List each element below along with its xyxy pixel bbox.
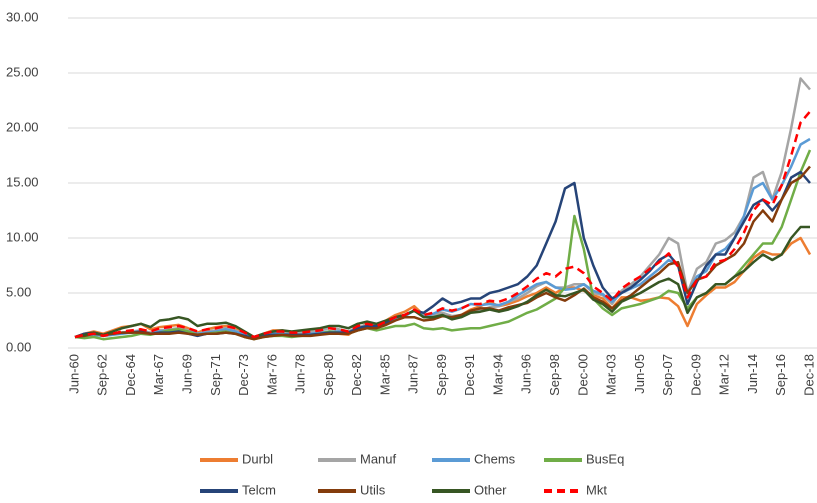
x-tick-label: Dec-82 (349, 354, 364, 396)
legend-label: Durbl (242, 451, 273, 466)
legend-label: Mkt (586, 482, 607, 497)
x-tick-label: Mar-94 (490, 354, 505, 395)
x-tick-label: Dec-64 (123, 354, 138, 396)
x-tick-label: Jun-14 (745, 354, 760, 394)
x-tick-label: Sep-80 (321, 354, 336, 396)
series-line (74, 110, 811, 339)
legend-label: Telcm (242, 482, 276, 497)
x-tick-label: Dec-91 (462, 354, 477, 396)
x-tick-label: Mar-85 (377, 354, 392, 395)
x-tick-label: Mar-12 (717, 354, 732, 395)
x-tick-label: Sep-62 (95, 354, 110, 396)
x-tick-label: Sep-16 (773, 354, 788, 396)
series-line (74, 225, 810, 339)
x-tick-label: Sep-98 (547, 354, 562, 396)
x-tick-label: Mar-76 (264, 354, 279, 395)
legend-label: Chems (474, 451, 516, 466)
x-tick-label: Jun-05 (632, 354, 647, 394)
x-tick-label: Jun-87 (406, 354, 421, 394)
y-tick-label: 15.00 (6, 174, 39, 189)
y-tick-label: 5.00 (6, 284, 31, 299)
legend-label: Utils (360, 482, 386, 497)
y-tick-label: 20.00 (6, 119, 39, 134)
y-tick-label: 0.00 (6, 339, 31, 354)
x-tick-label: Jun-69 (180, 354, 195, 394)
legend-label: Manuf (360, 451, 397, 466)
x-tick-label: Jun-60 (66, 354, 81, 394)
x-tick-label: Dec-00 (575, 354, 590, 396)
x-tick-label: Dec-09 (688, 354, 703, 396)
x-tick-label: Sep-71 (208, 354, 223, 396)
x-tick-label: Sep-07 (660, 354, 675, 396)
x-tick-label: Mar-67 (151, 354, 166, 395)
y-tick-label: 10.00 (6, 229, 39, 244)
legend-label: Other (474, 482, 507, 497)
x-tick-label: Jun-96 (519, 354, 534, 394)
series-line (74, 236, 812, 341)
x-tick-label: Dec-73 (236, 354, 251, 396)
y-tick-label: 30.00 (6, 9, 39, 24)
x-tick-label: Sep-89 (434, 354, 449, 396)
legend-label: BusEq (586, 451, 624, 466)
x-tick-label: Jun-78 (293, 354, 308, 394)
x-tick-label: Dec-18 (801, 354, 816, 396)
x-tick-label: Mar-03 (604, 354, 619, 395)
y-tick-label: 25.00 (6, 64, 39, 79)
